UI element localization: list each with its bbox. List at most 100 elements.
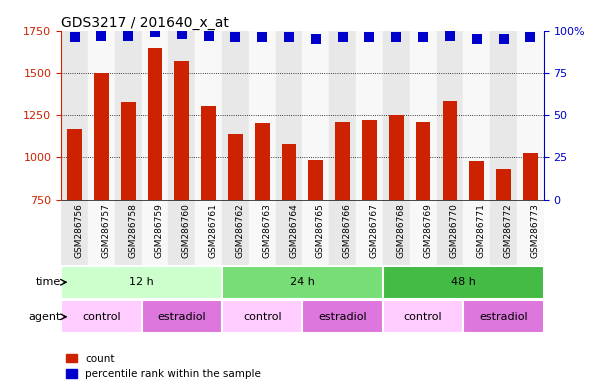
Text: GSM286762: GSM286762: [235, 203, 244, 258]
Bar: [469, 161, 484, 200]
Bar: [148, 48, 163, 200]
Bar: [195, 31, 222, 200]
Text: GSM286763: GSM286763: [262, 203, 271, 258]
Bar: [463, 200, 490, 265]
Point: [392, 35, 401, 41]
Text: estradiol: estradiol: [318, 312, 367, 322]
Text: agent: agent: [28, 312, 60, 322]
Text: control: control: [243, 312, 282, 322]
Point: [499, 36, 508, 42]
Bar: [383, 31, 410, 200]
Text: GSM286761: GSM286761: [208, 203, 218, 258]
Bar: [383, 266, 544, 299]
Bar: [490, 31, 517, 200]
Bar: [169, 31, 195, 200]
Bar: [282, 144, 296, 200]
Bar: [249, 200, 276, 265]
Point: [284, 35, 294, 41]
Bar: [523, 153, 538, 200]
Bar: [410, 31, 436, 200]
Bar: [362, 120, 377, 200]
Text: 48 h: 48 h: [451, 277, 476, 287]
Bar: [61, 300, 142, 333]
Bar: [496, 169, 511, 200]
Bar: [115, 200, 142, 265]
Bar: [61, 31, 88, 200]
Text: GSM286766: GSM286766: [343, 203, 352, 258]
Point: [338, 35, 348, 41]
Text: 12 h: 12 h: [129, 277, 154, 287]
Bar: [67, 129, 82, 200]
Bar: [517, 31, 544, 200]
Text: GSM286764: GSM286764: [289, 203, 298, 258]
Point: [177, 31, 187, 37]
Bar: [94, 73, 109, 200]
Bar: [410, 200, 436, 265]
Text: GDS3217 / 201640_x_at: GDS3217 / 201640_x_at: [61, 16, 229, 30]
Point: [445, 33, 455, 39]
Bar: [383, 300, 463, 333]
Point: [365, 35, 375, 41]
Bar: [302, 31, 329, 200]
Text: GSM286769: GSM286769: [423, 203, 432, 258]
Bar: [463, 31, 490, 200]
Bar: [302, 300, 383, 333]
Bar: [249, 31, 276, 200]
Point: [70, 35, 79, 41]
Point: [150, 29, 160, 35]
Text: control: control: [82, 312, 120, 322]
Text: GSM286771: GSM286771: [477, 203, 486, 258]
Text: estradiol: estradiol: [158, 312, 206, 322]
Text: GSM286757: GSM286757: [101, 203, 111, 258]
Point: [123, 33, 133, 39]
Bar: [222, 266, 383, 299]
Legend: count, percentile rank within the sample: count, percentile rank within the sample: [67, 354, 261, 379]
Bar: [222, 31, 249, 200]
Bar: [195, 200, 222, 265]
Bar: [442, 101, 457, 200]
Bar: [329, 200, 356, 265]
Bar: [115, 31, 142, 200]
Bar: [276, 31, 302, 200]
Point: [230, 35, 240, 41]
Bar: [517, 200, 544, 265]
Text: 24 h: 24 h: [290, 277, 315, 287]
Bar: [142, 31, 169, 200]
Bar: [335, 122, 350, 200]
Bar: [276, 200, 302, 265]
Bar: [415, 122, 431, 200]
Bar: [169, 200, 195, 265]
Bar: [302, 200, 329, 265]
Bar: [142, 200, 169, 265]
Bar: [490, 200, 517, 265]
Text: control: control: [404, 312, 442, 322]
Bar: [436, 200, 463, 265]
Text: GSM286765: GSM286765: [316, 203, 325, 258]
Text: GSM286767: GSM286767: [370, 203, 378, 258]
Text: estradiol: estradiol: [479, 312, 528, 322]
Point: [418, 35, 428, 41]
Point: [472, 36, 481, 42]
Text: GSM286768: GSM286768: [397, 203, 405, 258]
Bar: [329, 31, 356, 200]
Bar: [463, 300, 544, 333]
Bar: [309, 160, 323, 200]
Bar: [255, 123, 269, 200]
Bar: [88, 200, 115, 265]
Bar: [121, 102, 136, 200]
Bar: [142, 300, 222, 333]
Bar: [228, 134, 243, 200]
Bar: [222, 300, 302, 333]
Bar: [222, 200, 249, 265]
Bar: [61, 266, 222, 299]
Bar: [383, 200, 410, 265]
Text: GSM286756: GSM286756: [75, 203, 84, 258]
Point: [97, 33, 106, 39]
Bar: [88, 31, 115, 200]
Text: GSM286773: GSM286773: [530, 203, 540, 258]
Text: GSM286770: GSM286770: [450, 203, 459, 258]
Bar: [389, 115, 404, 200]
Bar: [356, 31, 383, 200]
Bar: [436, 31, 463, 200]
Text: GSM286772: GSM286772: [503, 203, 513, 258]
